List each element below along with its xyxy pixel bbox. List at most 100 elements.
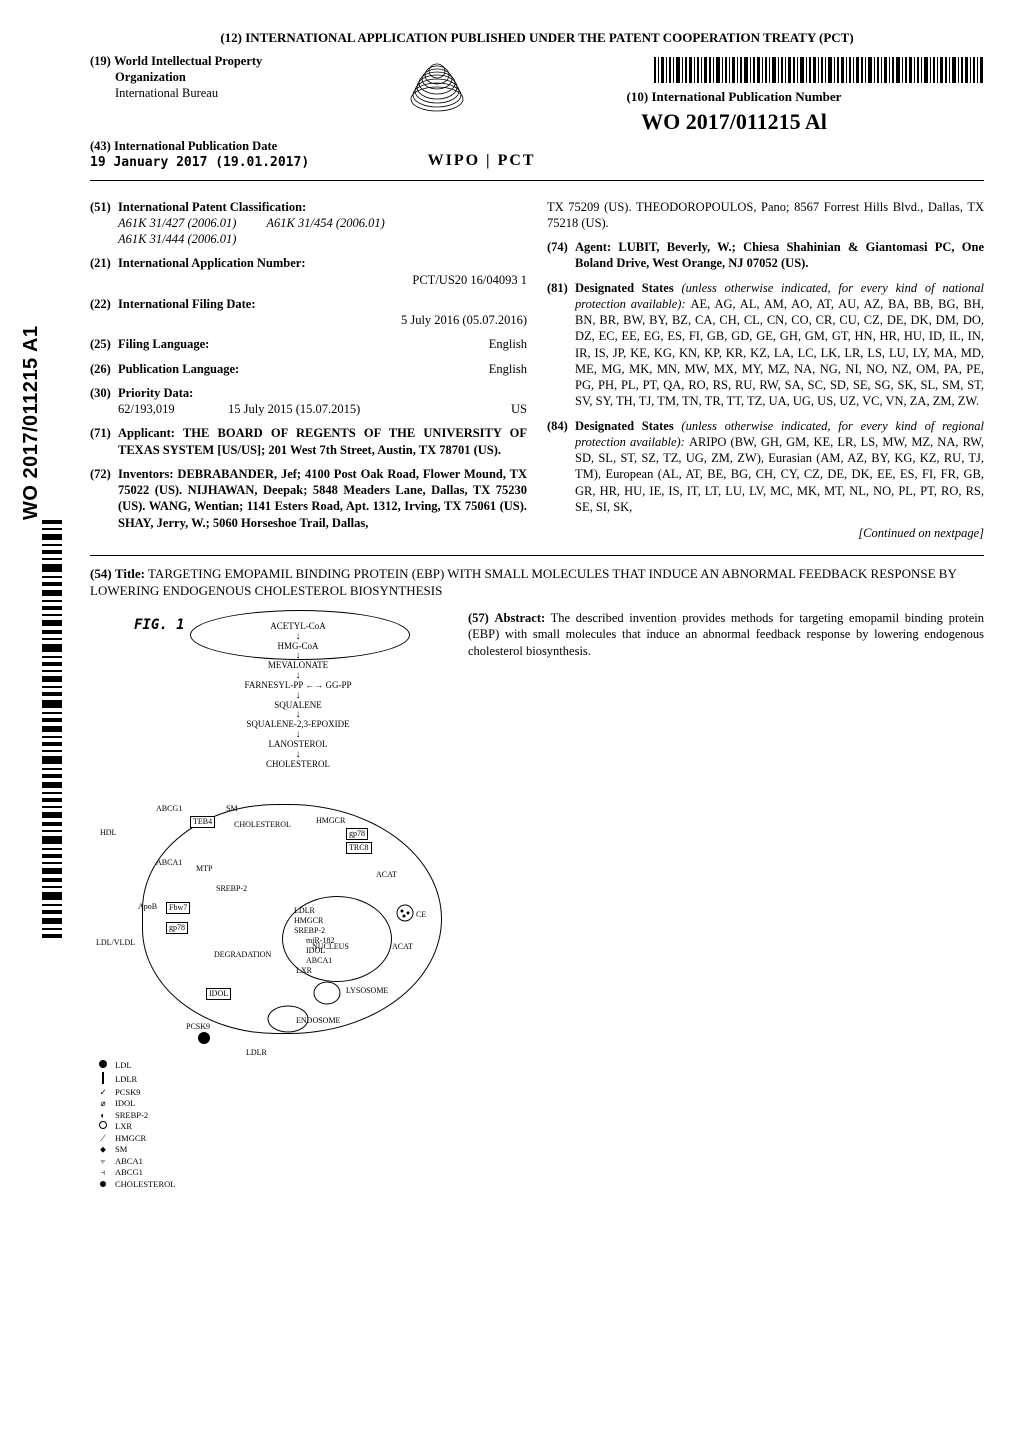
ipc-2: A61K 31/454 (2006.01) <box>266 215 384 231</box>
box-idol: IDOL <box>206 988 231 1000</box>
item-10-num: (10) <box>627 89 649 104</box>
legend-cholesterol: CHOLESTEROL <box>115 1179 175 1190</box>
legend-pcsk9: PCSK9 <box>115 1087 141 1098</box>
lysosome-icon <box>312 980 342 1006</box>
abstract-area: FIG. 1 ACETYL-CoA ↓ HMG-CoA ↓ MEVALONATE… <box>90 610 984 1170</box>
wipo-logo <box>409 59 465 115</box>
lbl-sm: SM <box>226 804 238 814</box>
lbl-srebp2: SREBP-2 <box>216 884 247 894</box>
item-43-num: (43) <box>90 139 111 153</box>
item-25-value: English <box>489 336 527 352</box>
lbl-ce: CE <box>416 910 426 920</box>
item-74-label: Agent: <box>575 240 611 254</box>
item-43: (43) International Publication Date <box>90 138 309 154</box>
inventors-continued: TX 75209 (US). THEODOROPOULOS, Pano; 856… <box>547 199 984 232</box>
item-74-text: LUBIT, Beverly, W.; Chiesa Shahinian & G… <box>575 240 984 270</box>
item-72-num: (72) <box>90 466 118 531</box>
item-54-label: Title: <box>115 566 145 581</box>
item-81-num: (81) <box>547 280 575 410</box>
item-30-num: (30) <box>90 385 118 418</box>
item-71-text: THE BOARD OF REGENTS OF THE UNI­VERSITY … <box>118 426 527 456</box>
lbl-apob: ApoB <box>138 902 157 912</box>
item-21-num: (21) <box>90 255 118 288</box>
legend-ldl: LDL <box>115 1060 132 1071</box>
item-22-label: International Filing Date: <box>118 296 527 312</box>
lbl-hmgcr-nuc: HMGCR <box>294 916 323 926</box>
legend-abcg1: ABCG1 <box>115 1167 143 1178</box>
item-30: (30) Priority Data: 62/193,019 15 July 2… <box>90 385 527 418</box>
lbl-abcg1: ABCG1 <box>156 804 182 814</box>
box-gp78: gp78 <box>346 828 368 840</box>
item-81-label: Designated States <box>575 281 674 295</box>
lbl-ldlvldl: LDL/VLDL <box>96 938 135 948</box>
priority-country: US <box>487 401 527 417</box>
barcode <box>654 57 984 83</box>
figure-legend: LDL LDLR ✓PCSK9 ⌀IDOL ◐SREBP-2 LXR ⟋HMGC… <box>96 1060 175 1190</box>
lbl-lxr-nuc: LXR <box>296 966 312 976</box>
pct-heading: (12) INTERNATIONAL APPLICATION PUBLISHED… <box>90 30 984 47</box>
lbl-degradation: DEGRADATION <box>214 950 271 960</box>
item-72-label: Inventors: <box>118 467 174 481</box>
item-72: (72) Inventors: DEBRABANDER, Jef; 4100 P… <box>90 466 527 531</box>
item-25-label: Filing Language: <box>118 336 209 352</box>
page: (12) INTERNATIONAL APPLICATION PUBLISHED… <box>0 0 1020 1190</box>
item-57-label: Abstract: <box>495 611 546 625</box>
item-72-text: DEBRABANDER, Jef; 4100 Post Oak Road, Fl… <box>118 467 527 530</box>
item-81-states: AE, AG, AL, AM, AO, AT, AU, AZ, BA, BB, … <box>575 297 984 409</box>
lbl-hmgcr: HMGCR <box>316 816 345 826</box>
item-57-num: (57) <box>468 611 489 625</box>
box-fbw7: Fbw7 <box>166 902 190 914</box>
item-22: (22) International Filing Date: 5 July 2… <box>90 296 527 329</box>
lbl-lysosome: LYSOSOME <box>346 986 388 996</box>
item-54-num: (54) <box>90 566 112 581</box>
endosome-icon <box>266 1004 310 1034</box>
lbl-acat2: ACAT <box>392 942 413 952</box>
abstract: (57) Abstract: The described invention p… <box>468 610 984 1170</box>
item-74: (74) Agent: LUBIT, Beverly, W.; Chiesa S… <box>547 239 984 272</box>
header: (12) INTERNATIONAL APPLICATION PUBLISHED… <box>90 30 984 181</box>
lbl-mtp: MTP <box>196 864 212 874</box>
title-text: TARGETING EMOPAMIL BINDING PROTEIN (EBP)… <box>90 566 956 598</box>
legend-idol: IDOL <box>115 1098 135 1109</box>
lbl-acat: ACAT <box>376 870 397 880</box>
item-21-value: PCT/US20 16/04093 1 <box>118 272 527 288</box>
item-22-num: (22) <box>90 296 118 329</box>
item-26-label: Publication Language: <box>118 361 239 377</box>
ce-icon <box>396 904 414 922</box>
figure-1: FIG. 1 ACETYL-CoA ↓ HMG-CoA ↓ MEVALONATE… <box>90 610 450 1170</box>
priority-number: 62/193,019 <box>118 401 228 417</box>
item-21: (21) International Application Number: P… <box>90 255 527 288</box>
lbl-hdl: HDL <box>100 828 116 838</box>
item-19-line3: International Bureau <box>115 86 218 100</box>
continued-note: [Continued on nextpage] <box>547 525 984 541</box>
publication-number: WO 2017/011215 Al <box>484 108 984 137</box>
right-column: TX 75209 (US). THEODOROPOULOS, Pano; 856… <box>547 191 984 542</box>
lbl-mir182: miR-182 <box>306 936 334 946</box>
item-51-label: International Patent Classification: <box>118 199 527 215</box>
item-10: (10) International Publication Number <box>484 89 984 106</box>
body-columns: (51) International Patent Classification… <box>90 191 984 542</box>
legend-ldlr: LDLR <box>115 1074 137 1085</box>
pcsk9-icon <box>196 1030 212 1046</box>
lbl-idol-nuc: IDOL <box>306 946 325 956</box>
figure-cell: NUCLEUS TEB4 ABCG1 HDL ABCA1 MTP ApoB LD… <box>96 810 446 1050</box>
lbl-abca1-nuc: ABCA1 <box>306 956 332 966</box>
item-51-num: (51) <box>90 199 118 248</box>
title-block: (54) Title: TARGETING EMOPAMIL BINDING P… <box>90 566 984 600</box>
lbl-ldlr-bottom: LDLR <box>246 1048 267 1058</box>
item-26: (26) Publication Language: English <box>90 361 527 377</box>
lbl-srebp2-nuc: SREBP-2 <box>294 926 325 936</box>
priority-date: 15 July 2015 (15.07.2015) <box>228 401 487 417</box>
item-19-line1: World Intellectual Property <box>114 54 262 68</box>
item-71-label: Applicant: <box>118 426 175 440</box>
spine-pub-number: WO 2017/011215 A1 <box>18 325 44 520</box>
item-19-line2: Organization <box>115 70 186 84</box>
item-25: (25) Filing Language: English <box>90 336 527 352</box>
spine-barcode <box>42 520 62 940</box>
abstract-text: The described invention provides methods… <box>468 611 984 658</box>
item-19: (19) World Intellectual Property Organiz… <box>90 53 390 102</box>
lbl-cholesterol: CHOLESTEROL <box>234 820 291 830</box>
left-column: (51) International Patent Classification… <box>90 191 527 542</box>
wipo-pct-label: WIPO | PCT <box>428 151 536 172</box>
item-22-value: 5 July 2016 (05.07.2016) <box>118 312 527 328</box>
